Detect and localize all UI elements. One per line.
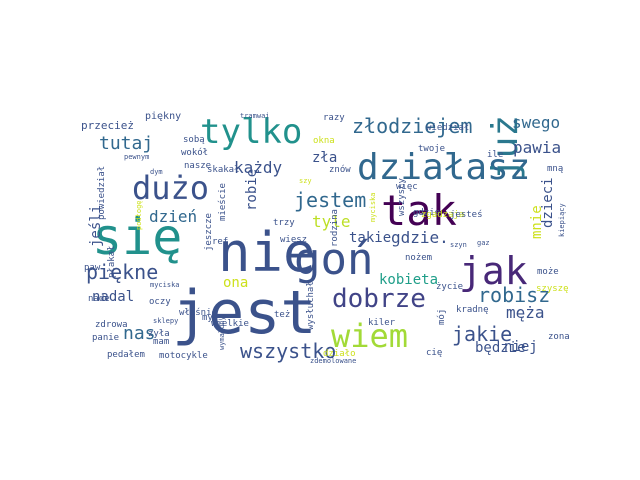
word-mój: mój	[437, 308, 447, 325]
word-kradnę: kradnę	[456, 305, 489, 315]
word-panie: panie	[92, 333, 120, 343]
word-okna: okna	[313, 136, 335, 146]
word-każdy: każdy	[234, 158, 283, 177]
word-rodzina: rodzina	[330, 209, 340, 247]
word-tutaj: tutaj	[99, 133, 154, 154]
word-wokół: wokół	[181, 148, 209, 158]
word-twoje: twoje	[418, 144, 446, 154]
word-takie: takie	[349, 230, 392, 246]
word-wielkie: wielkie	[211, 319, 249, 329]
word-kobieta: kobieta	[379, 272, 439, 288]
word-nożem: nożem	[405, 253, 433, 263]
word-razy: razy	[323, 113, 345, 123]
word-znów: znów	[329, 165, 351, 175]
word-żyła: żyła	[148, 329, 170, 339]
word-przecież: przecież	[81, 119, 134, 132]
word-zła: zła	[312, 150, 338, 166]
word-nade: nade	[88, 294, 110, 304]
word-myciska: myciska	[369, 192, 377, 222]
word-nas: nas	[123, 323, 156, 344]
word-właśnie: właśnie	[179, 308, 217, 318]
word-więc: więc	[396, 182, 418, 192]
word-ile: ile	[487, 150, 504, 160]
word-wiem: wiem	[331, 317, 409, 355]
word-myciska: myciska	[150, 281, 180, 289]
word-złodziejem: złodziejem	[352, 114, 473, 138]
word-jesteś: jesteś	[450, 210, 483, 220]
word-dzień: dzień	[149, 207, 198, 226]
word-motocykle: motocykle	[159, 351, 208, 361]
word-gdzie: gdzie	[413, 208, 441, 218]
word-szy: szy	[299, 177, 312, 185]
word-wymalony: wymalony	[218, 316, 226, 350]
word-jakie: jakie	[452, 322, 513, 346]
word-pewnym: pewnym	[124, 153, 150, 161]
word-oczy: oczy	[149, 297, 171, 307]
word-sobą: sobą	[183, 135, 205, 145]
word-będzie: będzie	[475, 340, 526, 356]
word-dym: dym	[150, 168, 163, 176]
word-skakał: skakał	[207, 165, 240, 175]
word-ona: ona	[223, 275, 249, 291]
word-się: się	[92, 208, 183, 266]
word-mam: mam	[153, 337, 170, 347]
word-gaz: gaz	[477, 239, 490, 247]
word-wysłuchał: wysłuchał	[306, 281, 316, 330]
word-sklepy: sklepy	[153, 317, 179, 325]
word-mył: mył	[202, 313, 219, 323]
word-dobrze: dobrze	[332, 284, 426, 314]
word-cię: cię	[426, 348, 443, 358]
word-mnie: mnie	[529, 205, 545, 239]
word-działasz: działasz	[357, 147, 531, 188]
word-gdzie: gdzie.	[391, 228, 449, 247]
word-niej: niej	[504, 339, 538, 355]
word-podłogę: podłogę	[135, 200, 143, 230]
word-tramwaj: tramwaj	[240, 112, 270, 120]
word-szyn: szyn	[450, 241, 467, 249]
word-jak: jak	[459, 249, 528, 293]
word-powiedział: powiedział	[97, 165, 107, 220]
word-kiepiący: kiepiący	[558, 203, 566, 237]
word-nadal: nadal	[92, 289, 135, 305]
word-mną: mną	[547, 164, 564, 174]
word-działo: działo	[323, 349, 356, 359]
word-życie: życie	[436, 282, 464, 292]
word-pedałem: pedałem	[107, 350, 145, 360]
word-piękne: piękne	[86, 260, 159, 284]
word-też: też	[274, 310, 291, 320]
word-zona: zona	[548, 332, 570, 342]
word-jeszcze: jeszcze	[204, 213, 214, 251]
word-dużo: dużo	[132, 169, 210, 207]
word-tak: tak	[381, 186, 457, 235]
word-piękny: piękny	[145, 111, 182, 122]
word-mieście: mieście	[218, 183, 228, 221]
word-wszystko: wszystko	[240, 339, 337, 363]
word-wiesz: wiesz	[280, 235, 308, 245]
word-robię: robię	[244, 168, 260, 211]
word-pawia: pawia	[513, 138, 562, 157]
word-ref: ref	[212, 237, 229, 247]
word-nie: nie	[218, 221, 316, 284]
word-kiler: kiler	[368, 318, 396, 328]
word-tyle: tyle	[312, 212, 351, 231]
word-płakał: płakał	[107, 245, 117, 278]
word-robisz: robisz	[478, 283, 551, 307]
word-zgadzaja: zgadzaja	[421, 210, 465, 220]
word-tylko: tylko	[200, 112, 303, 152]
word-męża: męża	[506, 303, 545, 322]
word-wiedział: wiedział	[426, 123, 470, 133]
word-paw: paw	[84, 263, 101, 273]
word-jest: jest	[172, 278, 317, 348]
word-szyszę: szyszę	[536, 284, 569, 294]
word-nasze: nasze	[184, 161, 212, 171]
word-zdemolowane: zdemolowane	[310, 357, 357, 365]
word-zdrowa: zdrowa	[95, 320, 128, 330]
word-swego: swego	[512, 113, 561, 132]
word-może: może	[537, 267, 559, 277]
word-goń: goń	[294, 234, 374, 285]
word-jestem: jestem	[294, 188, 367, 212]
word-wszyscy: wszyscy	[397, 178, 407, 216]
word-trzy: trzy	[273, 218, 295, 228]
